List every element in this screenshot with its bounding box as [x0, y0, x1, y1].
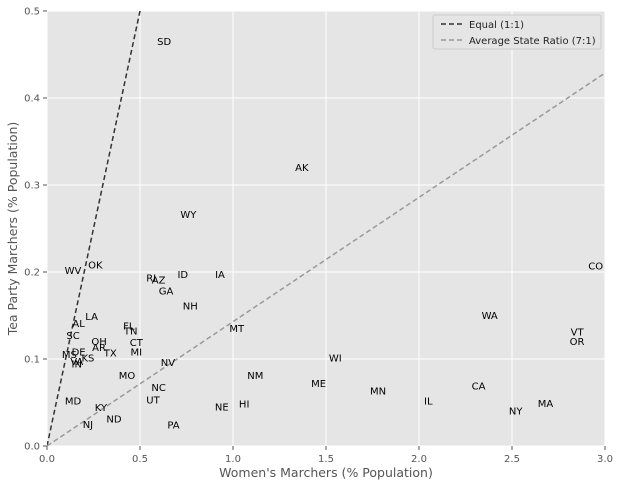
- legend-label-equal: Equal (1:1): [469, 20, 524, 31]
- point-label-me: ME: [311, 379, 326, 390]
- point-label-fl: FL: [123, 321, 135, 332]
- y-tick-label: 0.0: [24, 442, 40, 453]
- point-label-md: MD: [65, 396, 82, 407]
- point-label-mi: MI: [130, 348, 142, 359]
- point-label-ct: CT: [130, 338, 144, 349]
- point-label-wy: WY: [180, 210, 197, 221]
- point-label-va: VA: [70, 357, 83, 368]
- point-label-il: IL: [424, 396, 433, 407]
- point-label-co: CO: [588, 261, 603, 272]
- point-label-ga: GA: [159, 287, 174, 298]
- y-tick-label: 0.1: [24, 355, 40, 366]
- point-label-tx: TX: [103, 348, 117, 359]
- legend-label-average-ratio: Average State Ratio (7:1): [469, 36, 596, 47]
- x-tick-label: 3.0: [597, 454, 613, 465]
- y-axis-label: Tea Party Marchers (% Population): [5, 122, 20, 337]
- point-label-de: DE: [72, 348, 86, 359]
- point-label-nj: NJ: [83, 420, 93, 431]
- point-label-in: IN: [72, 360, 82, 371]
- x-axis-label: Women's Marchers (% Population): [219, 465, 433, 480]
- point-label-ma: MA: [538, 399, 554, 410]
- y-tick-label: 0.4: [24, 94, 40, 105]
- x-tick-label: 1.0: [225, 454, 241, 465]
- point-label-sd: SD: [157, 37, 171, 48]
- legend: Equal (1:1) Average State Ratio (7:1): [432, 14, 602, 50]
- point-label-sc: SC: [66, 331, 79, 342]
- point-label-mo: MO: [119, 371, 136, 382]
- x-tick-label: 0.0: [39, 454, 55, 465]
- point-label-ne: NE: [215, 402, 229, 413]
- point-label-wv: WV: [65, 266, 82, 277]
- point-label-ak: AK: [295, 163, 309, 174]
- point-label-oh: OH: [91, 337, 106, 348]
- point-label-ar: AR: [92, 343, 106, 354]
- point-label-ky: KY: [95, 403, 108, 414]
- y-axis-ticks: 0.0 0.1 0.2 0.3 0.4 0.5: [24, 7, 47, 453]
- point-label-az: AZ: [152, 275, 166, 286]
- x-tick-label: 2.5: [504, 454, 520, 465]
- y-tick-label: 0.3: [24, 181, 40, 192]
- point-label-hi: HI: [239, 400, 249, 411]
- point-label-nh: NH: [183, 301, 198, 312]
- point-label-wi: WI: [329, 354, 342, 365]
- point-label-id: ID: [177, 270, 188, 281]
- point-label-ms: MS: [62, 350, 77, 361]
- point-label-nm: NM: [247, 371, 263, 382]
- x-axis-ticks: 0.0 0.5 1.0 1.5 2.0 2.5 3.0: [39, 446, 613, 465]
- point-label-mn: MN: [370, 387, 386, 398]
- point-label-nv: NV: [161, 358, 175, 369]
- point-label-ut: UT: [146, 395, 160, 406]
- point-label-al: AL: [72, 319, 85, 330]
- point-label-ks: KS: [81, 354, 94, 365]
- point-label-la: LA: [85, 312, 98, 323]
- point-label-ia: IA: [215, 270, 225, 281]
- x-tick-label: 1.5: [318, 454, 334, 465]
- point-label-nd: ND: [106, 415, 121, 426]
- point-label-pa: PA: [167, 421, 179, 432]
- x-tick-label: 2.0: [411, 454, 427, 465]
- point-label-or: OR: [570, 337, 585, 348]
- point-label-ca: CA: [472, 381, 486, 392]
- point-label-mt: MT: [229, 324, 245, 335]
- point-label-wa: WA: [482, 311, 498, 322]
- x-tick-label: 0.5: [132, 454, 148, 465]
- point-label-ok: OK: [88, 261, 103, 272]
- point-label-ny: NY: [509, 407, 523, 418]
- y-tick-label: 0.5: [24, 7, 40, 18]
- point-label-tn: TN: [123, 327, 138, 338]
- point-label-nc: NC: [151, 383, 165, 394]
- y-tick-label: 0.2: [24, 268, 40, 279]
- legend-box: [432, 14, 602, 50]
- point-label-ri: RI: [146, 274, 156, 285]
- point-label-vt: VT: [571, 328, 585, 339]
